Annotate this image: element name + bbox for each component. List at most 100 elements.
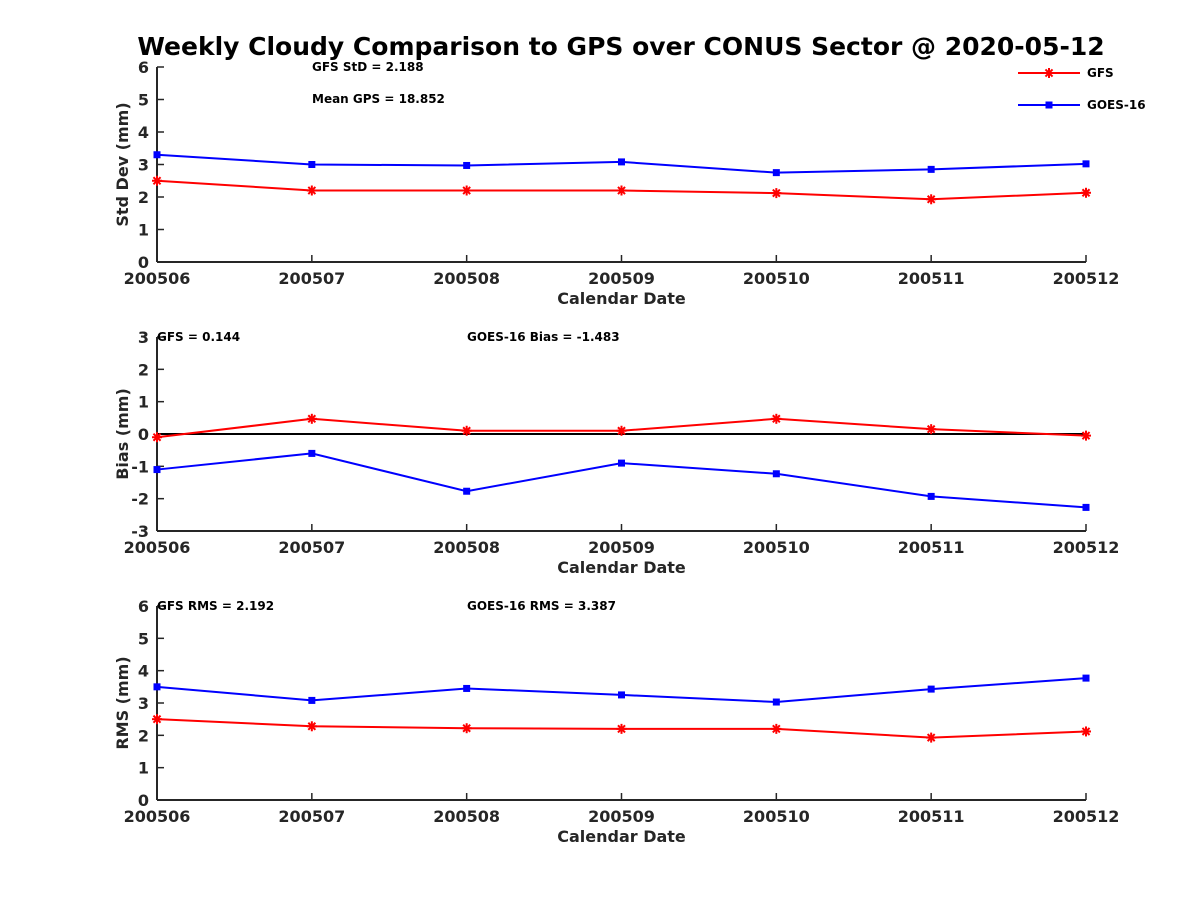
x-tick-label: 200510 <box>743 538 810 557</box>
data-point-gfs <box>926 424 937 435</box>
y-tick-label: 2 <box>138 726 149 745</box>
x-tick-label: 200509 <box>588 807 655 826</box>
y-tick-label: 1 <box>138 759 149 778</box>
x-tick-label: 200511 <box>898 538 965 557</box>
y-tick-label: 1 <box>138 393 149 412</box>
data-point-gfs <box>461 185 472 196</box>
data-point-goes16 <box>463 684 471 692</box>
data-point-goes16 <box>1082 160 1090 168</box>
y-tick-label: 2 <box>138 360 149 379</box>
y-tick-label: 0 <box>138 253 149 272</box>
y-tick-label: 5 <box>138 629 149 648</box>
legend-entry-goes-16: GOES-16 <box>1018 98 1146 112</box>
legend-marker <box>1045 101 1053 109</box>
data-point-gfs <box>306 413 317 424</box>
stat-annotation: Mean GPS = 18.852 <box>312 92 445 106</box>
data-point-goes16 <box>927 685 935 693</box>
data-point-gfs <box>306 185 317 196</box>
x-tick-label: 200509 <box>588 269 655 288</box>
y-tick-label: -1 <box>131 457 149 476</box>
y-tick-label: 3 <box>138 156 149 175</box>
data-point-goes16 <box>153 151 161 159</box>
series-gfs <box>152 714 1091 743</box>
x-tick-label: 200507 <box>278 807 345 826</box>
x-tick-label: 200511 <box>898 269 965 288</box>
data-point-gfs <box>461 723 472 734</box>
x-tick-label: 200512 <box>1053 807 1120 826</box>
data-point-goes16 <box>308 161 316 168</box>
data-point-gfs <box>152 175 162 186</box>
data-point-goes16 <box>618 158 625 166</box>
legend-marker <box>1044 68 1054 78</box>
x-tick-label: 200506 <box>124 269 191 288</box>
data-point-gfs <box>926 194 937 205</box>
panel-3: 0 1 2 3 4 5 6 200506 200507 200508 200509 200510 200… <box>113 597 1119 846</box>
x-tick-label: 200508 <box>433 538 500 557</box>
data-point-gfs <box>616 425 627 436</box>
y-tick-label: 3 <box>138 694 149 713</box>
y-axis-label: RMS (mm) <box>113 656 132 749</box>
data-point-goes16 <box>308 449 316 457</box>
y-tick-label: 6 <box>138 597 149 616</box>
series-goes-16 <box>153 151 1090 177</box>
series-gfs <box>152 413 1091 443</box>
series-goes-16 <box>153 449 1090 511</box>
x-tick-label: 200506 <box>124 807 191 826</box>
x-tick-label: 200511 <box>898 807 965 826</box>
series-goes-16 <box>153 674 1090 706</box>
data-point-goes16 <box>927 165 935 173</box>
data-point-goes16 <box>772 698 780 706</box>
data-point-goes16 <box>927 492 935 500</box>
stat-annotation: GFS RMS = 2.192 <box>157 599 274 613</box>
data-point-goes16 <box>463 161 471 169</box>
data-point-gfs <box>152 432 162 443</box>
stat-annotation: GFS = 0.144 <box>157 330 240 344</box>
y-tick-label: 3 <box>138 328 149 347</box>
y-axis-label: Std Dev (mm) <box>113 102 132 226</box>
data-point-gfs <box>152 714 162 725</box>
y-tick-label: 1 <box>138 221 149 240</box>
x-tick-label: 200507 <box>278 269 345 288</box>
data-point-gfs <box>616 723 627 734</box>
data-point-gfs <box>1081 430 1091 441</box>
data-point-gfs <box>461 425 472 436</box>
y-tick-label: 2 <box>138 188 149 207</box>
stat-annotation: GFS StD = 2.188 <box>312 60 424 74</box>
x-tick-label: 200509 <box>588 538 655 557</box>
data-point-gfs <box>1081 726 1091 737</box>
x-axis-label: Calendar Date <box>557 558 686 577</box>
data-point-gfs <box>616 185 627 196</box>
data-point-gfs <box>926 732 937 743</box>
legend-label: GOES-16 <box>1087 98 1146 112</box>
series-gfs <box>152 175 1091 205</box>
x-tick-label: 200508 <box>433 807 500 826</box>
data-point-goes16 <box>772 470 780 478</box>
data-point-gfs <box>771 723 782 734</box>
data-point-goes16 <box>1082 674 1090 682</box>
x-axis-label: Calendar Date <box>557 827 686 846</box>
legend-entry-gfs: GFS <box>1018 66 1114 80</box>
x-tick-label: 200510 <box>743 807 810 826</box>
y-tick-label: 5 <box>138 91 149 110</box>
y-tick-label: 6 <box>138 58 149 77</box>
series-line-goes-16 <box>156 677 1087 704</box>
x-tick-label: 200508 <box>433 269 500 288</box>
data-point-goes16 <box>618 459 625 467</box>
x-axis-label: Calendar Date <box>557 289 686 308</box>
y-tick-label: 4 <box>138 123 149 142</box>
stat-annotation: GOES-16 Bias = -1.483 <box>467 330 620 344</box>
y-tick-label: 0 <box>138 425 149 444</box>
legend-label: GFS <box>1087 66 1114 80</box>
data-point-gfs <box>1081 187 1091 198</box>
y-tick-label: -3 <box>131 522 149 541</box>
y-tick-label: -2 <box>131 490 149 509</box>
data-point-goes16 <box>1082 503 1090 511</box>
panel-1: 0 1 2 3 4 5 6 200506 200507 200508 200509 200510 200… <box>113 58 1119 308</box>
data-point-gfs <box>771 188 782 199</box>
figure-title: Weekly Cloudy Comparison to GPS over CON… <box>137 32 1104 61</box>
data-point-gfs <box>306 721 317 732</box>
data-point-goes16 <box>308 696 316 704</box>
legend: GFS GOES-16 <box>1018 66 1146 112</box>
data-point-goes16 <box>153 683 161 691</box>
